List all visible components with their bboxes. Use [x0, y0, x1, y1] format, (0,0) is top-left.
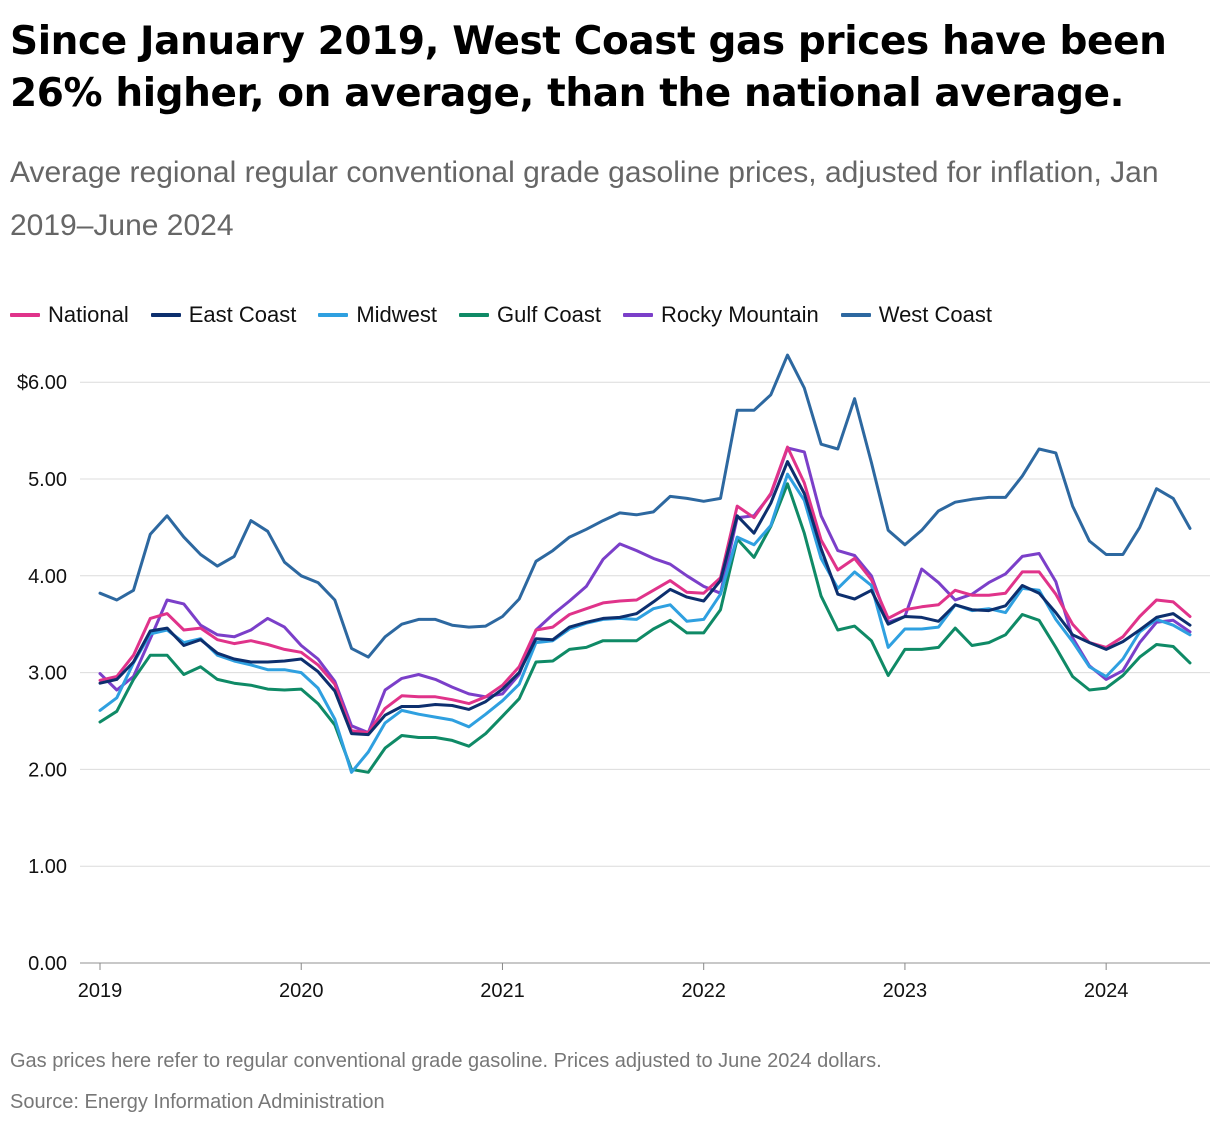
series-line-east-coast [98, 460, 1192, 737]
legend-swatch-midwest [318, 313, 349, 317]
legend: National East Coast Midwest Gulf Coast Rocky… [10, 300, 1014, 330]
legend-item-west-coast: West Coast [840, 302, 993, 328]
legend-swatch-east-coast [150, 313, 181, 317]
y-tick-label: 0.00 [28, 953, 67, 975]
legend-swatch-gulf-coast [459, 313, 490, 317]
legend-item-national: National [10, 302, 129, 328]
legend-label-midwest: Midwest [356, 302, 438, 327]
legend-label-gulf-coast: Gulf Coast [497, 302, 601, 327]
legend-swatch-west-coast [840, 313, 871, 317]
legend-item-east-coast: East Coast [150, 302, 297, 328]
x-tick-label: 2020 [279, 980, 324, 1002]
x-tick-label: 2019 [78, 980, 123, 1002]
y-tick-label: 3.00 [28, 663, 67, 685]
x-tick-label: 2021 [480, 980, 525, 1002]
series-line-national [98, 445, 1192, 735]
series-line-midwest [98, 472, 1192, 774]
line-chart: 0.001.002.003.004.005.00$6.00 2019 2020 20… [17, 353, 1210, 1002]
y-tick-label: 4.00 [28, 566, 67, 588]
y-tick-label: $6.00 [17, 372, 67, 394]
series-line-gulf-coast [98, 482, 1192, 774]
series-lines [98, 353, 1192, 774]
x-axis: 2019 2020 2021 2022 2023 2024 [78, 963, 1129, 1002]
series-line-rocky-mountain [98, 446, 1192, 735]
legend-item-rocky-mountain: Rocky Mountain [622, 302, 819, 328]
footnote: Gas prices here refer to regular convent… [10, 1050, 882, 1072]
y-tick-label: 1.00 [28, 856, 67, 878]
chart-subtitle: Average regional regular conventional gr… [10, 156, 1159, 242]
legend-label-east-coast: East Coast [188, 302, 297, 327]
y-axis: 0.00 1.00 2.00 3.00 4.00 5.00 $6.00 [17, 372, 67, 975]
x-tick-label: 2024 [1084, 980, 1129, 1002]
legend-swatch-national [10, 313, 40, 317]
legend-label-west-coast: West Coast [878, 302, 993, 327]
legend-item-midwest: Midwest [318, 302, 437, 328]
gridlines [80, 381, 1210, 964]
y-tick-label: 2.00 [28, 759, 67, 781]
legend-item-gulf-coast: Gulf Coast [459, 302, 601, 328]
chart-title: Since January 2019, West Coast gas price… [10, 19, 1167, 116]
legend-label-national: National [48, 302, 129, 327]
series-line-west-coast [98, 353, 1192, 659]
y-tick-label: 5.00 [28, 469, 67, 491]
x-tick-label: 2023 [883, 980, 928, 1002]
legend-label-rocky-mountain: Rocky Mountain [660, 302, 819, 327]
source-note: Source: Energy Information Administratio… [10, 1091, 385, 1113]
legend-swatch-rocky-mountain [622, 313, 653, 317]
x-tick-label: 2022 [681, 980, 726, 1002]
